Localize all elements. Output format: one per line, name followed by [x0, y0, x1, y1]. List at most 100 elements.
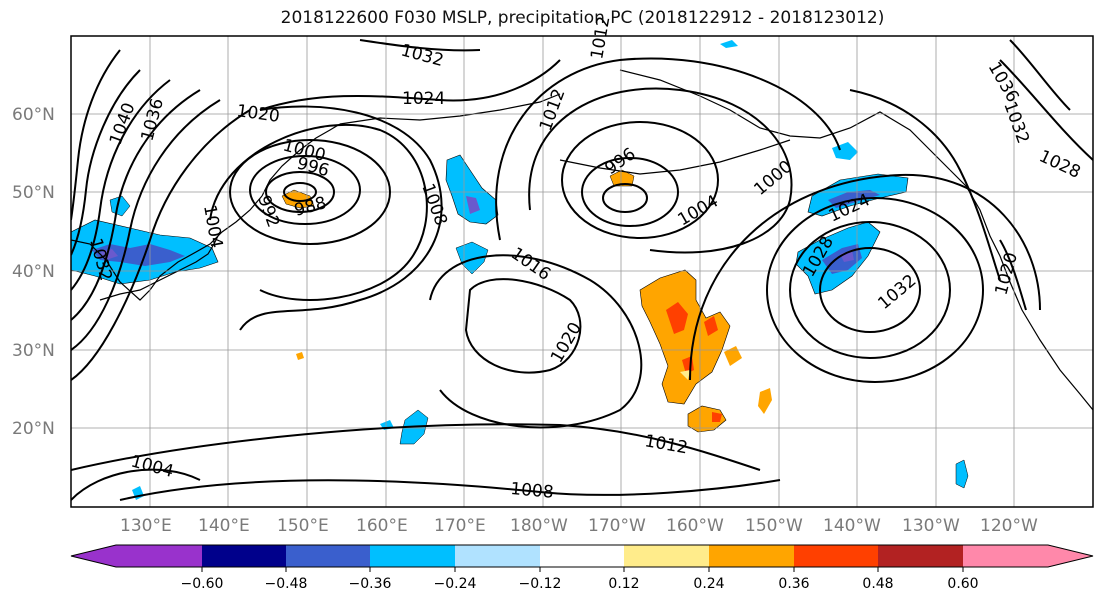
- colorbar-swatch: [794, 545, 878, 567]
- precip-positive-hawaii: [687, 405, 727, 433]
- isobar-label: 1024: [402, 89, 445, 109]
- colorbar-tick-label: 0.12: [608, 576, 639, 592]
- colorbar-swatch: [624, 545, 709, 567]
- lat-label-30n: 30°N: [12, 341, 55, 361]
- precip-positive-central-light: [680, 370, 690, 380]
- lon-label: 160°E: [356, 516, 408, 536]
- colorbar-tick-label: −0.48: [265, 576, 308, 592]
- precip-negative-japan-core: [92, 244, 185, 266]
- isobar-bering-1012: [495, 57, 841, 241]
- precip-positive-central-core: [666, 302, 688, 334]
- precip-positive-central-pacific: [639, 269, 731, 405]
- precip-positive-kamchatka: [281, 189, 315, 209]
- isobar-japan-3: [71, 89, 201, 321]
- lon-label: 120°W: [980, 516, 1038, 536]
- isobar-label: 1012: [643, 431, 689, 458]
- isobars: [71, 39, 1093, 501]
- map-title: 2018122600 F030 MSLP, precipitation PC (…: [280, 8, 885, 28]
- precip-negative-east-pacific-purple: [840, 250, 854, 262]
- colorbar-swatch: [116, 545, 202, 567]
- colorbar: −0.60 −0.48 −0.36 −0.24 −0.12 0.12 0.24 …: [70, 544, 1094, 592]
- isobar-japan-1: [71, 109, 251, 381]
- colorbar-swatch: [202, 545, 286, 567]
- isobar-label: 1028: [1036, 146, 1084, 182]
- isobar-north-1032: [359, 39, 481, 52]
- isobar-label: 1020: [547, 319, 586, 366]
- map-frame: [70, 35, 1094, 508]
- lat-label-40n: 40°N: [12, 262, 55, 282]
- isobar-1012-south: [71, 423, 761, 471]
- coast-north-america: [949, 169, 1093, 411]
- colorbar-tick-label: 0.36: [778, 576, 809, 592]
- coast-aleutians: [559, 139, 791, 175]
- colorbar-tick-label: −0.12: [519, 576, 562, 592]
- isobar-low-988: [283, 182, 317, 202]
- colorbar-tick-label: −0.24: [434, 576, 477, 592]
- isobar-east-1020: [999, 239, 1027, 311]
- isobar-high-1024: [766, 197, 984, 383]
- precip-positive-hawaii-core: [712, 412, 722, 422]
- colorbar-swatch: [878, 545, 963, 567]
- precip-positive-150w: [724, 346, 742, 366]
- colorbar-outline: [70, 544, 1094, 568]
- isobar-label: 1008: [510, 479, 555, 503]
- isobar-east-1032: [1009, 39, 1071, 111]
- colorbar-over-arrow: [1048, 545, 1093, 567]
- latitude-labels: 60°N 50°N 40°N 30°N 20°N: [12, 105, 55, 439]
- isobar-japan-6: [71, 49, 121, 221]
- colorbar-swatch: [455, 545, 540, 567]
- isobar-1008-south: [119, 479, 781, 501]
- isobar-high-1020: [689, 173, 1041, 381]
- isobar-high-1032: [819, 247, 921, 333]
- isobar-label: 1012: [536, 86, 570, 133]
- isobar-east-1012: [849, 89, 1001, 281]
- colorbar-tick-label: −0.36: [349, 576, 392, 592]
- lon-label: 160°W: [666, 516, 724, 536]
- isobar-label: 1000: [750, 157, 796, 200]
- isobar-low-996: [249, 155, 361, 225]
- isobar-bering-1008: [528, 87, 793, 254]
- isobar-low-1000: [229, 139, 391, 245]
- colorbar-ticks: [201, 567, 964, 572]
- coastlines: [71, 69, 1093, 411]
- precip-positive-small: [296, 352, 304, 360]
- isobar-bering-996: [602, 183, 648, 213]
- longitude-labels: 130°E 140°E 150°E 160°E 170°E 180°W 170°…: [120, 516, 1038, 536]
- precip-negative-se-alaska: [832, 142, 858, 160]
- coast-japan: [99, 231, 221, 301]
- lon-label: 150°E: [277, 516, 329, 536]
- colorbar-tick-label: 0.24: [693, 576, 724, 592]
- colorbar-tick-label: 0.48: [862, 576, 893, 592]
- isobar-bering-1004: [561, 121, 719, 239]
- lon-label: 150°W: [745, 516, 803, 536]
- precip-negative-alaska-spot: [720, 40, 738, 48]
- isobar-japan-4: [71, 79, 171, 291]
- isobar-label: 1032: [874, 271, 920, 314]
- coast-asia: [71, 195, 263, 301]
- lon-label: 140°W: [823, 516, 881, 536]
- lon-label: 130°E: [120, 516, 172, 536]
- isobar-high-1028: [789, 221, 951, 359]
- precip-negative-165e-core: [466, 196, 480, 214]
- lat-label-60n: 60°N: [12, 105, 55, 125]
- isobar-label: 1032: [399, 41, 446, 72]
- colorbar-swatch: [963, 545, 1048, 567]
- lon-label: 170°W: [588, 516, 646, 536]
- colorbar-swatch: [540, 545, 624, 567]
- lon-label: 140°E: [198, 516, 250, 536]
- isobar-low-1008: [239, 105, 443, 331]
- colorbar-swatch: [370, 545, 455, 567]
- isobar-label: 1012: [587, 15, 614, 61]
- isobar-label: 992: [253, 193, 283, 230]
- isobar-label: 1016: [507, 244, 554, 285]
- colorbar-tick-label: 0.60: [947, 576, 978, 592]
- coast-siberia: [339, 93, 561, 125]
- graticule: [71, 36, 1093, 507]
- lat-label-50n: 50°N: [12, 183, 55, 203]
- isobar-label: 1020: [992, 250, 1023, 297]
- coast-kamchatka: [261, 123, 341, 197]
- colorbar-under-arrow: [71, 545, 116, 567]
- precip-positive-central-core-2: [704, 316, 718, 336]
- isobar-label: 1032: [999, 99, 1033, 146]
- precip-negative-japan-purple: [100, 249, 118, 260]
